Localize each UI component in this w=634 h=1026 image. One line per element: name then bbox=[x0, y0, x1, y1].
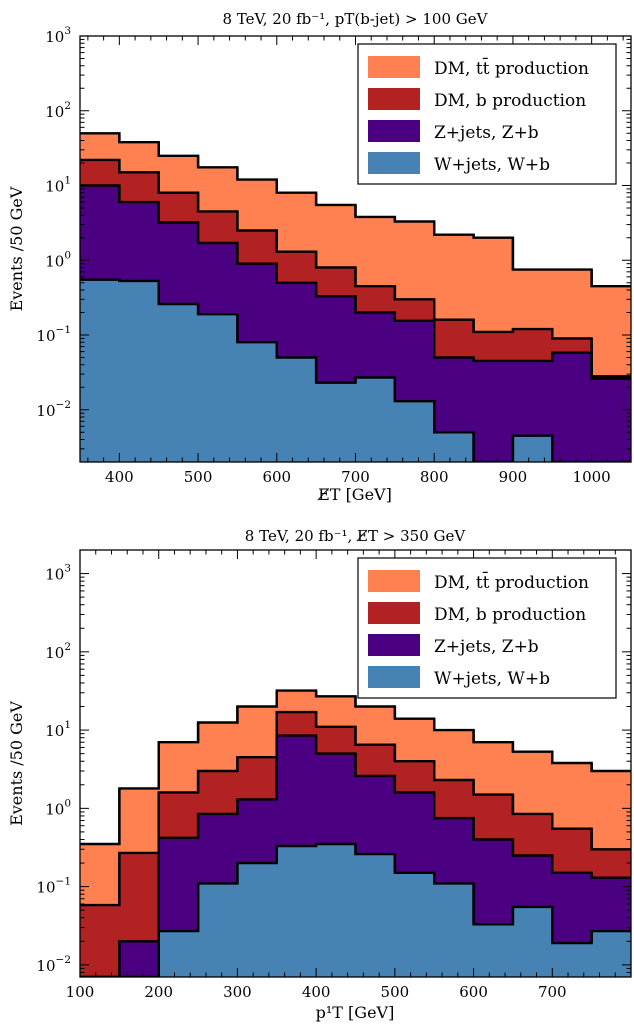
chart-title-2: 8 TeV, 20 fb⁻¹, E̸T > 350 GeV bbox=[245, 527, 467, 545]
bar bbox=[316, 382, 356, 462]
chart-panel-2: 10−2 10−1 100 101 102 103 100 200 300 400 500 600 70… bbox=[7, 549, 632, 1001]
bar bbox=[434, 432, 474, 462]
bar bbox=[237, 863, 278, 977]
bar bbox=[276, 846, 317, 977]
x-tick-label: 600 bbox=[262, 468, 291, 486]
bar bbox=[198, 883, 238, 977]
y-tick-label: 102 bbox=[45, 100, 71, 121]
legend-swatch bbox=[368, 602, 420, 624]
y-tick-label: 103 bbox=[45, 563, 71, 584]
y-axis-label: Events /50 GeV bbox=[7, 701, 26, 826]
bar bbox=[276, 357, 317, 462]
plot-area bbox=[80, 689, 631, 977]
bar bbox=[119, 280, 160, 462]
legend-swatch bbox=[368, 88, 420, 110]
bar bbox=[591, 378, 631, 462]
series-4 bbox=[158, 844, 631, 977]
series-4 bbox=[80, 279, 553, 462]
legend: DM, tt̄ production DM, b production Z+jets… bbox=[357, 43, 617, 185]
x-tick-label: 700 bbox=[341, 468, 370, 486]
bar bbox=[552, 352, 593, 462]
x-tick-label: 300 bbox=[223, 983, 252, 1001]
bar bbox=[552, 943, 593, 977]
bar bbox=[80, 905, 120, 977]
bar bbox=[316, 844, 356, 977]
legend-label: DM, tt̄ production bbox=[434, 56, 589, 79]
x-tick-label: 500 bbox=[184, 468, 213, 486]
legend-label: Z+jets, Z+b bbox=[434, 637, 539, 657]
legend-swatch bbox=[368, 120, 420, 142]
y-axis-label: Events /50 GeV bbox=[7, 186, 26, 311]
y-tick-label: 101 bbox=[45, 175, 71, 196]
x-axis: 100 200 300 400 500 600 700 bbox=[66, 550, 632, 1001]
chart-title-1: 8 TeV, 20 fb⁻¹, pT(b-jet) > 100 GeV bbox=[223, 10, 489, 28]
y-tick-label: 10−1 bbox=[36, 876, 71, 897]
bar bbox=[119, 941, 160, 977]
y-tick-label: 10−2 bbox=[36, 399, 71, 420]
legend-swatch bbox=[368, 56, 420, 78]
x-tick-label: 1000 bbox=[573, 468, 611, 486]
x-tick-label: 600 bbox=[459, 983, 488, 1001]
legend-swatch bbox=[368, 152, 420, 174]
bar bbox=[394, 872, 435, 977]
y-axis: 10−2 10−1 100 101 102 103 bbox=[36, 549, 631, 978]
legend-label: W+jets, W+b bbox=[434, 669, 550, 689]
x-tick-label: 700 bbox=[538, 983, 567, 1001]
x-tick-label: 200 bbox=[144, 983, 173, 1001]
bar bbox=[512, 435, 553, 462]
legend: DM, tt̄ production DM, b production Z+jets… bbox=[357, 557, 617, 699]
x-axis-label-2: p¹T [GeV] bbox=[316, 1003, 395, 1022]
x-tick-label: 800 bbox=[420, 468, 449, 486]
y-tick-label: 100 bbox=[45, 797, 71, 818]
legend-label: Z+jets, Z+b bbox=[434, 123, 539, 143]
x-tick-label: 900 bbox=[499, 468, 528, 486]
legend-label: DM, tt̄ production bbox=[434, 570, 589, 593]
x-axis-label-1: E̸T [GeV] bbox=[317, 485, 392, 504]
x-tick-label: 400 bbox=[302, 983, 331, 1001]
bar bbox=[237, 342, 278, 462]
chart-panel-1: 10−2 10−1 100 101 102 103 400 500 600 700 800 900 10… bbox=[7, 25, 632, 486]
y-tick-label: 101 bbox=[45, 719, 71, 740]
legend-swatch bbox=[368, 666, 420, 688]
x-tick-label: 100 bbox=[66, 983, 95, 1001]
x-tick-label: 500 bbox=[381, 983, 410, 1001]
bar bbox=[158, 303, 199, 462]
y-tick-label: 10−2 bbox=[36, 954, 71, 975]
y-tick-label: 102 bbox=[45, 641, 71, 662]
y-tick-label: 103 bbox=[45, 25, 71, 46]
bar bbox=[198, 314, 238, 462]
bar bbox=[512, 906, 553, 977]
x-tick-label: 400 bbox=[105, 468, 134, 486]
bar bbox=[158, 931, 199, 977]
y-tick-label: 100 bbox=[45, 249, 71, 270]
y-tick-label: 10−1 bbox=[36, 324, 71, 345]
bar bbox=[473, 360, 514, 462]
bar bbox=[434, 883, 474, 977]
bar bbox=[355, 854, 396, 977]
bar bbox=[80, 279, 120, 462]
plot-frame bbox=[79, 549, 632, 978]
y-axis: 10−2 10−1 100 101 102 103 bbox=[36, 25, 631, 463]
bar bbox=[394, 401, 435, 462]
legend-label: DM, b production bbox=[434, 605, 586, 625]
plot-area bbox=[80, 132, 631, 462]
bar bbox=[355, 377, 396, 462]
bar bbox=[473, 924, 514, 977]
legend-swatch bbox=[368, 570, 420, 592]
step-outline-3 bbox=[80, 184, 631, 380]
bar bbox=[591, 931, 631, 977]
legend-label: W+jets, W+b bbox=[434, 155, 550, 175]
legend-swatch bbox=[368, 634, 420, 656]
legend-label: DM, b production bbox=[434, 91, 586, 111]
